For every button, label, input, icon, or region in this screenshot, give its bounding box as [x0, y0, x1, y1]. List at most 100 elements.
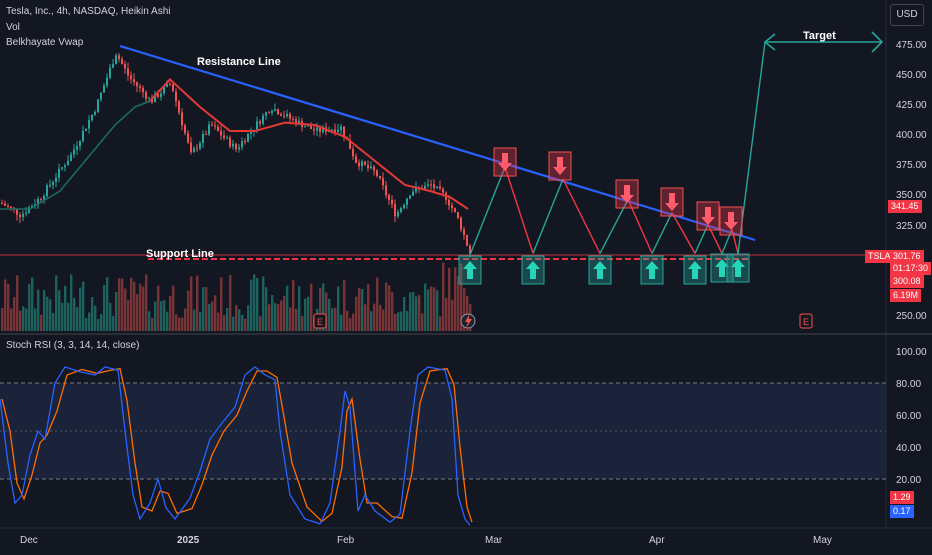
- projection-up-segment[interactable]: [694, 224, 709, 254]
- candle: [67, 160, 69, 166]
- up-arrow-icon[interactable]: [588, 255, 612, 285]
- currency-button[interactable]: USD: [890, 4, 924, 26]
- svg-text:E: E: [803, 317, 809, 327]
- candle: [373, 166, 375, 171]
- candle: [271, 110, 273, 113]
- volume-bar: [100, 314, 103, 331]
- volume-bar: [199, 311, 202, 331]
- volume-bar: [229, 275, 232, 331]
- projection-up-segment[interactable]: [721, 229, 733, 254]
- volume-bar: [160, 301, 163, 331]
- time-tick: Feb: [337, 535, 355, 546]
- volume-bar: [145, 274, 148, 331]
- candle: [310, 125, 312, 130]
- up-arrow-icon[interactable]: [683, 255, 707, 285]
- volume-bar: [109, 302, 112, 331]
- candle: [49, 184, 51, 186]
- candle: [112, 64, 114, 68]
- volume-bar: [187, 290, 190, 331]
- volume-bar: [415, 296, 418, 331]
- volume-bar: [436, 290, 439, 331]
- candle: [196, 148, 198, 150]
- volume-bar: [202, 287, 205, 331]
- volume-bar: [106, 277, 109, 331]
- candle: [208, 124, 210, 135]
- candle: [4, 203, 6, 206]
- vwap-legend[interactable]: Belkhayate Vwap: [6, 37, 84, 48]
- down-arrow-icon[interactable]: [548, 151, 572, 181]
- volume-bar: [325, 292, 328, 331]
- projection-up-segment[interactable]: [532, 178, 564, 254]
- candle: [274, 109, 276, 111]
- vol-legend[interactable]: Vol: [6, 22, 20, 33]
- down-arrow-icon[interactable]: [719, 206, 743, 236]
- up-arrow-icon[interactable]: [521, 255, 545, 285]
- down-arrow-icon[interactable]: [696, 201, 720, 231]
- volume-bar: [7, 283, 10, 331]
- up-arrow-icon[interactable]: [458, 255, 482, 285]
- candle: [331, 129, 333, 131]
- price-tick: 325.00: [896, 221, 927, 232]
- projection-down-segment[interactable]: [562, 178, 601, 254]
- volume-bar: [31, 277, 34, 331]
- down-arrow-icon[interactable]: [660, 187, 684, 217]
- time-axis[interactable]: Dec 2025 Feb Mar Apr May: [20, 535, 832, 546]
- earnings-marker-1[interactable]: E: [313, 313, 327, 329]
- candle: [178, 101, 180, 113]
- candle: [43, 196, 45, 200]
- candle: [433, 184, 435, 189]
- up-arrow-icon[interactable]: [640, 255, 664, 285]
- volume-bar: [232, 316, 235, 331]
- volume-bar: [226, 308, 229, 331]
- candle: [406, 198, 408, 205]
- candle: [211, 124, 213, 126]
- down-arrow-icon[interactable]: [615, 179, 639, 209]
- projection-down-segment[interactable]: [671, 212, 696, 254]
- volume-bar: [91, 297, 94, 331]
- price-tick: 350.00: [896, 190, 927, 201]
- up-arrow-icon[interactable]: [726, 253, 750, 283]
- price-tick: 450.00: [896, 70, 927, 81]
- candle: [295, 119, 297, 125]
- stoch-tick: 80.00: [896, 379, 921, 390]
- price-axis[interactable]: 475.00 450.00 425.00 400.00 375.00 350.0…: [896, 40, 927, 322]
- volume-bar: [331, 308, 334, 331]
- time-tick: Apr: [649, 535, 665, 546]
- candle: [358, 162, 360, 167]
- projection-up-segment[interactable]: [651, 212, 673, 254]
- candle: [229, 137, 231, 147]
- volume-bar: [217, 312, 220, 331]
- symbol-legend[interactable]: Tesla, Inc., 4h, NASDAQ, Heikin Ashi: [6, 6, 171, 17]
- volume-bar: [181, 317, 184, 331]
- projection-up-segment[interactable]: [469, 166, 506, 256]
- candle: [277, 109, 279, 115]
- resistance-line[interactable]: [119, 44, 756, 242]
- candle: [94, 112, 96, 115]
- volume-bar: [25, 308, 28, 331]
- volume-bar: [16, 275, 19, 331]
- candle: [412, 191, 414, 196]
- candle: [280, 114, 282, 116]
- down-arrow-icon[interactable]: [493, 147, 517, 177]
- projection-markers[interactable]: [458, 147, 750, 285]
- stoch-axis[interactable]: 100.00 80.00 60.00 40.00 20.00: [896, 347, 927, 486]
- projection-down-segment[interactable]: [731, 229, 739, 254]
- stoch-legend[interactable]: Stoch RSI (3, 3, 14, 14, close): [6, 340, 140, 351]
- volume-bar: [49, 299, 52, 331]
- volume-bar: [397, 312, 400, 331]
- projection-path[interactable]: [469, 41, 766, 256]
- volume-bar: [22, 306, 25, 331]
- volume-bar: [46, 296, 49, 331]
- volume-bar: [289, 307, 292, 331]
- earnings-marker-2[interactable]: E: [799, 313, 813, 329]
- volume-bar: [394, 313, 397, 331]
- projection-down-segment[interactable]: [707, 224, 723, 254]
- dividend-lightning-icon[interactable]: [460, 313, 476, 329]
- projection-down-segment[interactable]: [504, 166, 534, 254]
- candle: [133, 79, 135, 83]
- candle: [58, 168, 60, 178]
- candle: [160, 93, 162, 97]
- candle: [316, 127, 318, 131]
